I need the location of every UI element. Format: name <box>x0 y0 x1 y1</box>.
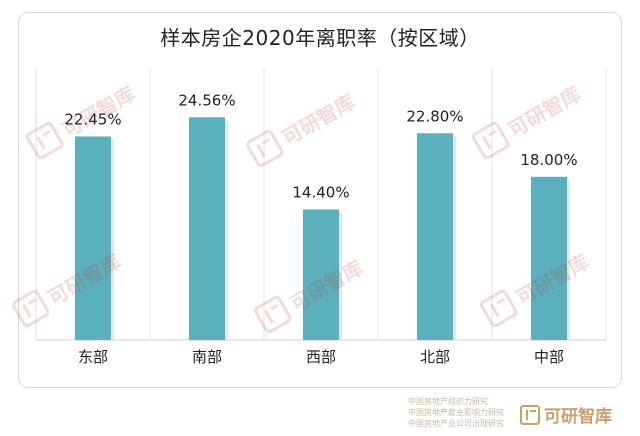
data-label: 22.45% <box>64 110 121 128</box>
bar <box>417 133 453 340</box>
data-label: 24.56% <box>178 91 235 109</box>
x-tick-label: 北部 <box>420 348 450 366</box>
bar <box>303 209 339 340</box>
footer-line: 中国房地产业公司治理研究 <box>408 419 504 428</box>
bar <box>189 117 225 341</box>
data-label: 14.40% <box>292 183 349 201</box>
data-label: 18.00% <box>520 151 577 169</box>
footer-lines: 中国房地产组织力研究 中国房地产雇主影响力研究 中国房地产业公司治理研究 <box>408 396 504 429</box>
footer-line: 中国房地产雇主影响力研究 <box>408 408 504 417</box>
footer-logo: 可研智库 <box>520 402 612 427</box>
x-tick-label: 西部 <box>306 348 336 366</box>
footer-seal-icon <box>520 404 540 425</box>
footer-line: 中国房地产组织力研究 <box>408 397 488 406</box>
x-tick-label: 南部 <box>192 348 222 366</box>
bar <box>531 176 567 340</box>
chart-title: 样本房企2020年离职率（按区域） <box>160 26 480 50</box>
x-tick-label: 中部 <box>534 348 564 366</box>
x-tick-label: 东部 <box>78 348 108 366</box>
bar <box>75 136 111 340</box>
footer-brand: 可研智库 <box>544 407 612 427</box>
data-label: 22.80% <box>406 107 463 125</box>
